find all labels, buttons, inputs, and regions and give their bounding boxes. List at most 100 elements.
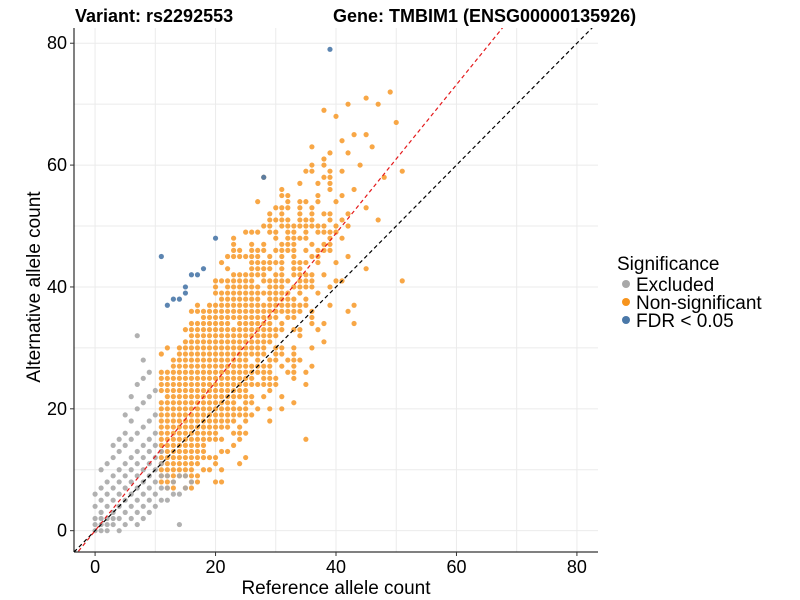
point-excluded: [140, 375, 146, 381]
point-excluded: [104, 491, 110, 497]
point-non-significant: [212, 302, 219, 308]
point-non-significant: [255, 357, 261, 363]
point-non-significant: [237, 436, 243, 442]
point-non-significant: [255, 320, 261, 327]
point-fdr-significant: [200, 266, 207, 272]
point-non-significant: [231, 235, 237, 241]
point-non-significant: [351, 132, 357, 138]
point-non-significant: [303, 278, 309, 284]
point-non-significant: [182, 461, 189, 467]
point-non-significant: [224, 400, 231, 406]
point-non-significant: [261, 381, 267, 388]
point-excluded: [170, 479, 176, 485]
point-non-significant: [243, 290, 249, 296]
point-non-significant: [200, 327, 207, 333]
point-non-significant: [164, 424, 170, 430]
legend: Significance ExcludedNon-significantFDR …: [617, 254, 762, 332]
point-non-significant: [212, 400, 219, 406]
point-non-significant: [327, 302, 333, 308]
point-non-significant: [291, 247, 297, 253]
point-excluded: [140, 467, 146, 473]
point-non-significant: [279, 327, 285, 333]
point-non-significant: [303, 223, 309, 229]
point-non-significant: [243, 454, 249, 461]
series-non-significant: [158, 89, 405, 491]
point-non-significant: [212, 412, 219, 418]
point-non-significant: [194, 454, 201, 461]
point-non-significant: [243, 387, 249, 394]
point-non-significant: [261, 259, 267, 266]
point-non-significant: [273, 375, 279, 381]
point-non-significant: [327, 229, 333, 235]
point-non-significant: [164, 430, 170, 436]
point-non-significant: [218, 290, 225, 296]
point-non-significant: [243, 278, 249, 284]
point-excluded: [110, 515, 116, 522]
point-non-significant: [176, 357, 183, 363]
point-excluded: [116, 491, 122, 497]
point-non-significant: [194, 394, 201, 400]
point-non-significant: [224, 381, 231, 388]
point-non-significant: [218, 339, 225, 345]
point-non-significant: [267, 406, 273, 412]
point-non-significant: [279, 259, 285, 266]
point-excluded: [110, 497, 116, 503]
point-non-significant: [255, 381, 261, 388]
point-non-significant: [285, 235, 291, 241]
point-excluded: [146, 448, 152, 455]
point-non-significant: [218, 314, 225, 321]
point-non-significant: [261, 363, 267, 369]
point-non-significant: [309, 278, 315, 284]
point-non-significant: [285, 199, 291, 205]
point-non-significant: [212, 424, 219, 430]
point-non-significant: [200, 333, 207, 339]
point-non-significant: [267, 259, 273, 266]
point-non-significant: [182, 400, 189, 406]
point-non-significant: [303, 272, 309, 278]
point-non-significant: [182, 381, 189, 388]
point-non-significant: [200, 424, 207, 430]
point-excluded: [122, 473, 128, 479]
series-fdr-significant: [158, 46, 333, 308]
point-non-significant: [164, 448, 170, 455]
point-non-significant: [267, 375, 273, 381]
point-non-significant: [273, 381, 279, 388]
point-non-significant: [315, 327, 321, 333]
point-non-significant: [285, 192, 291, 199]
point-non-significant: [249, 278, 255, 284]
point-non-significant: [206, 314, 213, 321]
point-non-significant: [291, 363, 297, 369]
point-non-significant: [206, 302, 213, 308]
point-non-significant: [243, 394, 249, 400]
point-non-significant: [176, 394, 183, 400]
chart-title-gene: Gene: TMBIM1 (ENSG00000135926): [333, 6, 636, 26]
point-non-significant: [158, 467, 164, 473]
point-non-significant: [231, 247, 237, 253]
point-excluded: [98, 509, 104, 515]
point-non-significant: [315, 192, 321, 199]
point-non-significant: [231, 412, 237, 418]
point-non-significant: [363, 95, 369, 101]
point-excluded: [146, 369, 152, 375]
point-non-significant: [297, 211, 303, 217]
point-excluded: [98, 515, 104, 522]
point-non-significant: [273, 351, 279, 357]
y-tick-label: 20: [47, 399, 67, 419]
point-non-significant: [261, 333, 267, 339]
point-non-significant: [387, 89, 393, 95]
point-non-significant: [224, 320, 231, 327]
point-excluded: [128, 454, 134, 461]
point-excluded: [176, 473, 183, 479]
point-non-significant: [249, 290, 255, 296]
point-non-significant: [243, 253, 249, 260]
point-non-significant: [333, 278, 339, 284]
point-excluded: [116, 515, 122, 522]
point-excluded: [122, 485, 128, 491]
point-non-significant: [291, 375, 297, 381]
point-non-significant: [194, 473, 201, 479]
point-non-significant: [321, 211, 327, 217]
point-non-significant: [176, 430, 183, 436]
point-non-significant: [297, 290, 303, 296]
point-non-significant: [339, 138, 345, 144]
point-non-significant: [237, 394, 243, 400]
